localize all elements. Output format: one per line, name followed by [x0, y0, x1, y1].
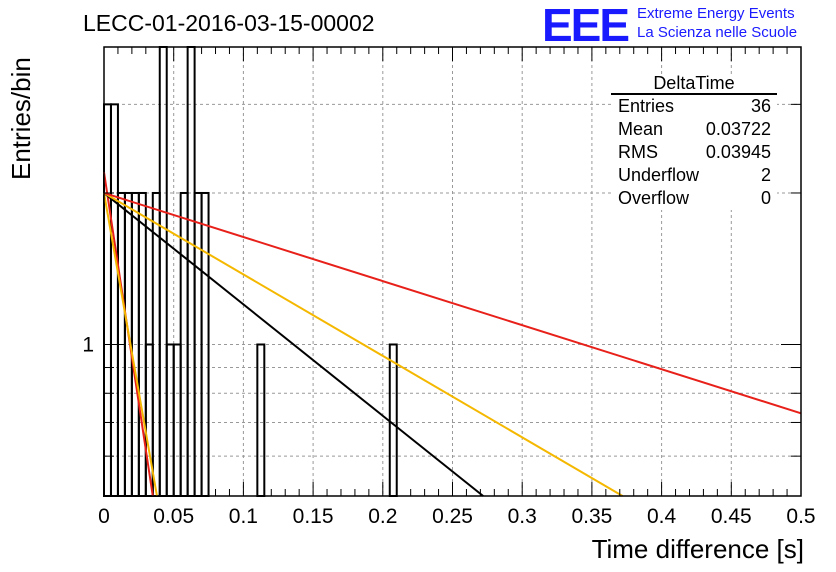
- stats-row: Entries 36: [611, 95, 777, 118]
- grid: [104, 47, 801, 496]
- stats-row: Mean 0.03722: [611, 118, 777, 141]
- tick-labels: 0 0.05 0.1 0.15 0.2 0.25 0.3 0.35 0.4 0.45 0.5 1: [82, 333, 815, 528]
- logo-caption: Extreme Energy Events La Scienza nelle S…: [637, 4, 797, 42]
- x-tick-label: 0.25: [432, 505, 473, 528]
- eee-logo: EEE: [542, 0, 630, 51]
- histogram-bin: [186, 46, 196, 497]
- axis-ticks: [103, 47, 802, 496]
- x-tick-label: 0.2: [368, 505, 397, 528]
- stats-label: Underflow: [618, 165, 700, 185]
- stats-box: DeltaTime Entries 36 Mean 0.03722 RMS 0.…: [611, 74, 777, 210]
- stats-label: Mean: [618, 119, 664, 139]
- fit-curves: [103, 171, 802, 497]
- stats-value: 0: [760, 188, 771, 208]
- x-tick-label: 0.1: [229, 505, 258, 528]
- stats-row: Overflow 0: [611, 187, 777, 210]
- x-axis-label: Time difference [s]: [591, 534, 804, 564]
- histogram-bin: [158, 46, 168, 497]
- stats-title: DeltaTime: [611, 74, 777, 95]
- fit-line: [103, 192, 802, 415]
- x-tick-label: 0.3: [508, 505, 537, 528]
- y-axis-label: Entries/bin: [6, 57, 36, 180]
- stats-label: Overflow: [618, 188, 690, 208]
- x-tick-label: 0.45: [711, 505, 752, 528]
- stats-value: 36: [750, 96, 771, 116]
- stats-value: 2: [760, 165, 771, 185]
- fit-line: [103, 192, 484, 497]
- stats-row: Underflow 2: [611, 164, 777, 187]
- histogram-bin: [109, 103, 119, 497]
- x-tick-label: 0.05: [153, 505, 194, 528]
- fit-line: [103, 192, 158, 497]
- x-tick-label: 0.5: [786, 505, 815, 528]
- y-tick-label: 1: [82, 333, 94, 356]
- logo-line-2: La Scienza nelle Scuole: [637, 24, 798, 41]
- x-tick-label: 0.15: [293, 505, 334, 528]
- logo-line-1: Extreme Energy Events: [637, 5, 795, 22]
- x-tick-label: 0.35: [571, 505, 612, 528]
- histogram-bin: [103, 103, 112, 497]
- fit-line: [103, 192, 624, 497]
- stats-label: RMS: [618, 142, 658, 162]
- stats-row: RMS 0.03945: [611, 141, 777, 164]
- stats-value: 0.03945: [705, 142, 771, 162]
- chart-title: LECC-01-2016-03-15-00002: [83, 10, 375, 36]
- x-tick-label: 0: [98, 505, 110, 528]
- stats-value: 0.03722: [705, 119, 771, 139]
- stats-label: Entries: [618, 96, 675, 116]
- x-tick-label: 0.4: [647, 505, 677, 528]
